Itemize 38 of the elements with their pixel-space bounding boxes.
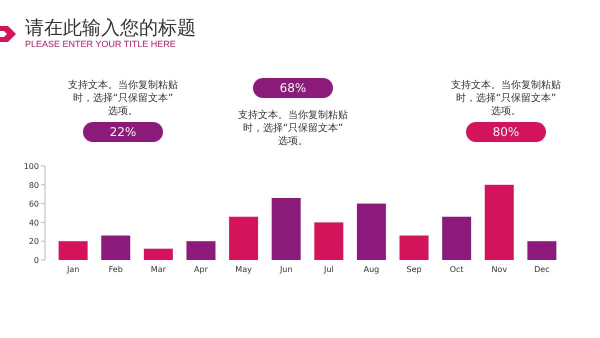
chart-title: 请在此输入您的标题	[25, 17, 196, 39]
bar	[58, 241, 88, 260]
text: 68%	[280, 81, 306, 95]
x-tick-label: Jul	[322, 265, 334, 274]
y-tick-label: 100	[24, 162, 39, 171]
x-tick-label: Dec	[534, 265, 550, 274]
x-tick-label: Jun	[278, 265, 292, 274]
y-tick-label: 20	[28, 237, 39, 246]
bar	[484, 184, 514, 260]
bar	[272, 198, 301, 260]
x-tick-label: May	[235, 265, 252, 274]
x-tick-label: Nov	[491, 265, 508, 274]
chart-subtitle: PLEASE ENTER YOUR TITLE HERE	[25, 39, 176, 49]
text: 22%	[110, 125, 136, 139]
bar	[186, 241, 216, 260]
bar	[356, 204, 386, 260]
y-tick-label: 80	[28, 180, 39, 190]
bar	[144, 248, 173, 260]
x-tick-label: Oct	[450, 265, 464, 274]
bar	[442, 216, 472, 260]
x-tick-label: Sep	[406, 265, 422, 274]
bar	[229, 216, 258, 260]
y-tick-label: 60	[28, 200, 39, 209]
text: 支持文本。当你复制粘贴时，选择“只保留文本”选项。	[68, 79, 178, 117]
x-tick-label: Feb	[108, 265, 123, 274]
bar	[400, 236, 429, 260]
text: 支持文本。当你复制粘贴时，选择“只保留文本”选项。	[451, 79, 561, 117]
text: 80%	[492, 125, 520, 139]
x-tick-label: Apr	[194, 265, 209, 274]
y-tick-label: 0	[34, 256, 39, 265]
bar	[314, 222, 344, 260]
text: 支持文本。当你复制粘贴时，选择“只保留文本”选项。	[238, 109, 348, 147]
bar	[527, 241, 556, 260]
x-tick-label: Aug	[364, 265, 380, 274]
x-tick-label: Mar	[150, 265, 167, 274]
y-tick-label: 40	[28, 218, 39, 228]
x-tick-label: Jan	[66, 265, 80, 274]
bar	[101, 236, 130, 260]
